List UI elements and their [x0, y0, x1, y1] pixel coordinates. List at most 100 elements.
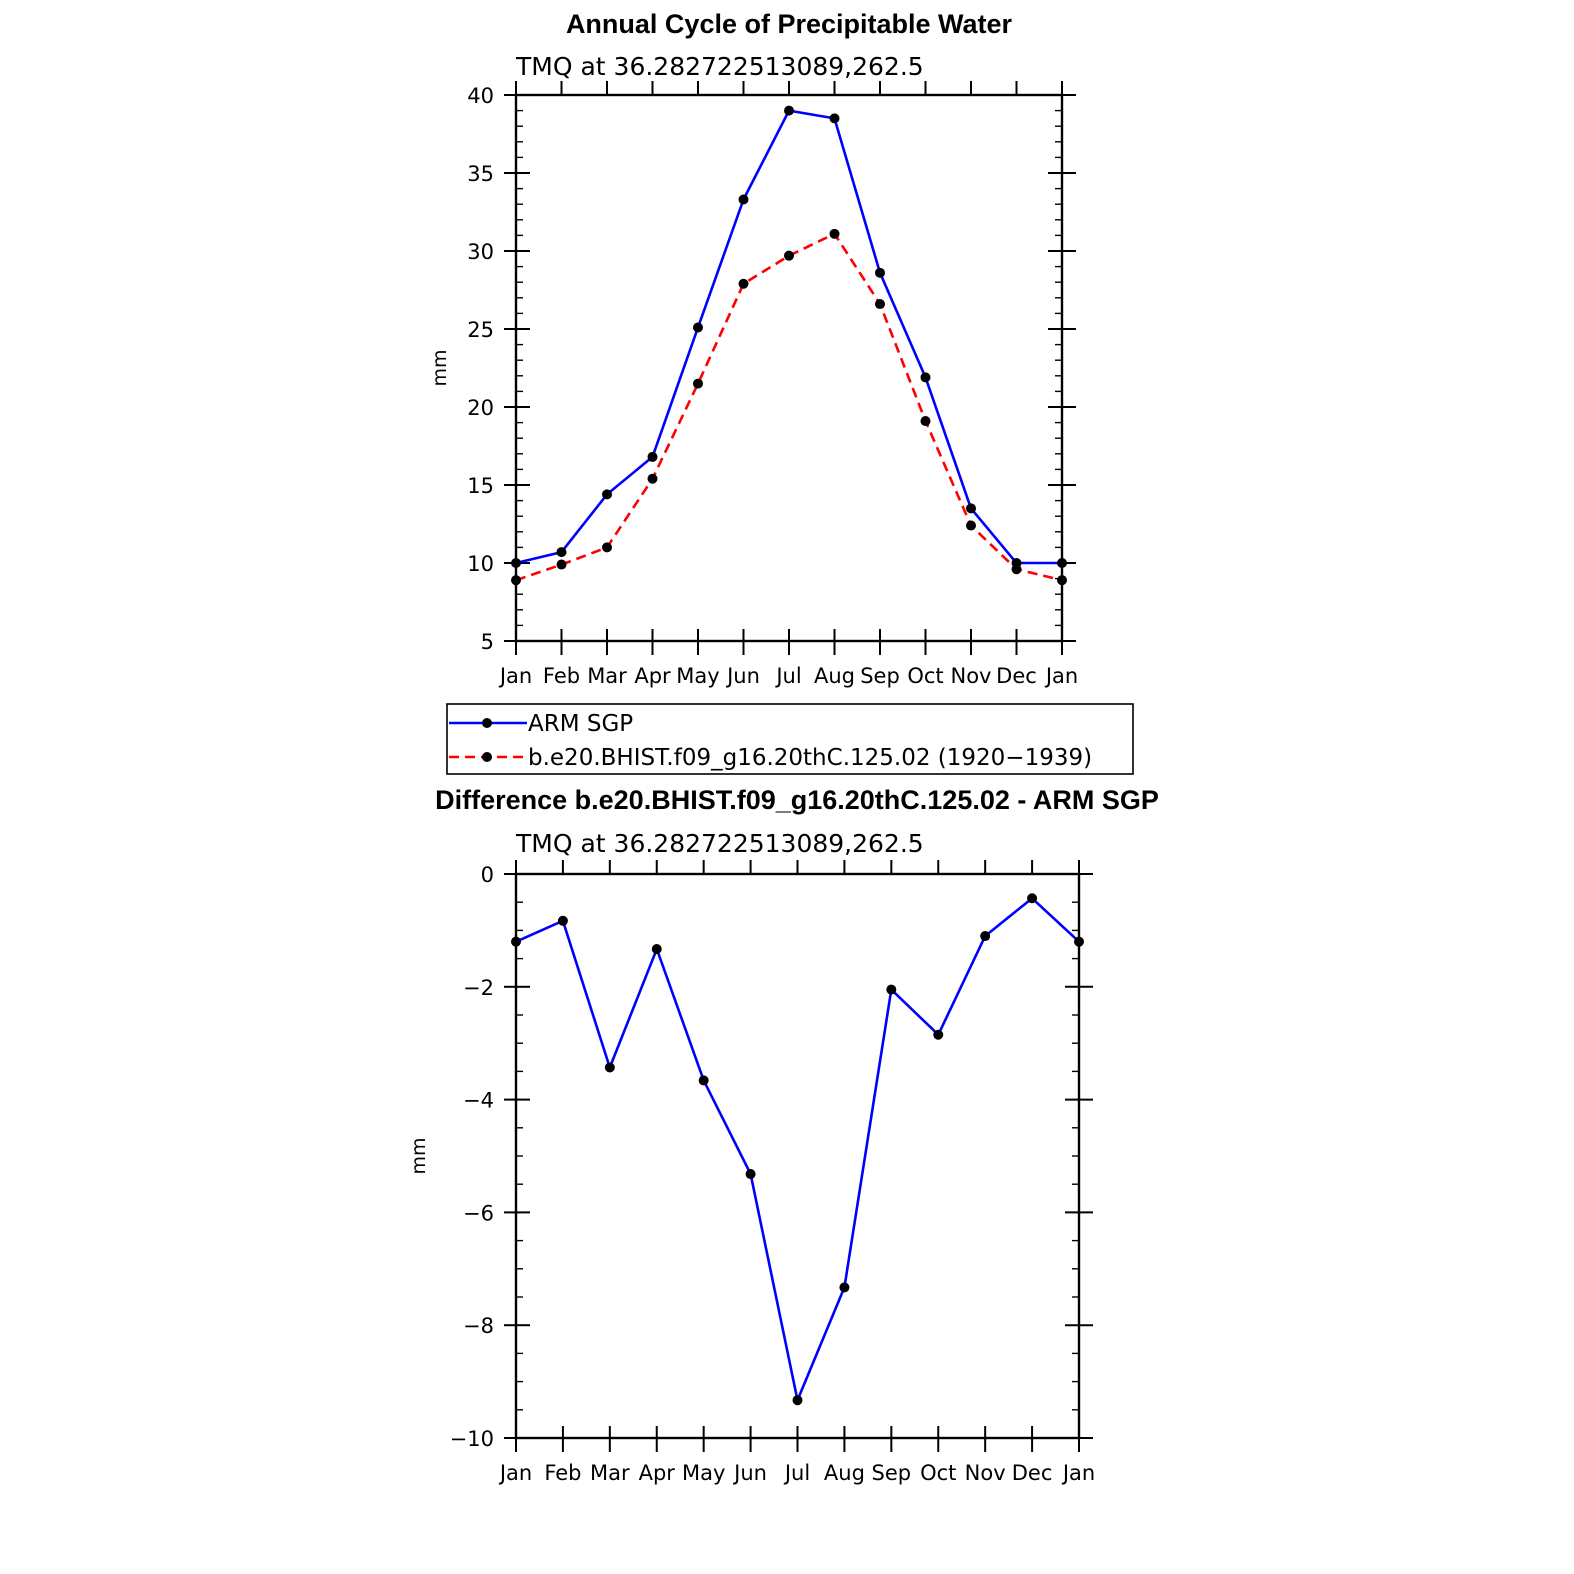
- data-point-0: [829, 113, 840, 124]
- chart-title: Annual Cycle of Precipitable Water: [566, 9, 1013, 39]
- x-tick-label: Jun: [725, 664, 760, 688]
- data-point-0: [886, 984, 897, 995]
- data-point-0: [1027, 893, 1038, 904]
- x-tick-label: Sep: [860, 664, 900, 688]
- chart-subtitle: TMQ at 36.282722513089,262.5: [515, 52, 924, 81]
- x-tick-label: Oct: [907, 664, 943, 688]
- data-point-0: [556, 547, 567, 558]
- y-tick-label: 30: [467, 240, 494, 264]
- data-point-0: [875, 267, 885, 278]
- data-point-1: [556, 559, 567, 570]
- y-tick-label: −2: [463, 976, 494, 1000]
- data-point-0: [511, 936, 521, 947]
- data-point-0: [698, 1075, 709, 1086]
- data-point-1: [920, 416, 931, 427]
- series-line-0: [515, 896, 1080, 1402]
- y-tick-label: −4: [463, 1089, 494, 1113]
- data-point-0: [647, 451, 658, 462]
- data-point-1: [511, 575, 521, 586]
- data-point-0: [784, 105, 794, 116]
- x-tick-label: Jul: [774, 664, 801, 688]
- x-tick-label: Nov: [951, 664, 992, 688]
- data-point-0: [511, 558, 521, 568]
- x-tick-label: Jan: [1061, 1461, 1095, 1485]
- data-point-0: [602, 489, 612, 500]
- data-point-0: [693, 322, 703, 333]
- chart-subtitle: TMQ at 36.282722513089,262.5: [515, 829, 924, 858]
- annual-cycle-panel: Annual Cycle of Precipitable Water TMQ a…: [429, 9, 1078, 688]
- data-point-0: [1057, 558, 1067, 568]
- y-tick-label: 0: [481, 863, 494, 887]
- series-group: [511, 105, 1067, 586]
- data-point-0: [933, 1029, 944, 1040]
- data-point-1: [966, 520, 976, 531]
- data-point-1: [829, 228, 840, 239]
- legend-marker-model: [482, 752, 492, 762]
- chart-title: Difference b.e20.BHIST.f09_g16.20thC.125…: [435, 785, 1159, 815]
- x-tick-label: Apr: [634, 664, 671, 688]
- y-tick-label: 20: [467, 396, 494, 420]
- x-tick-label: Mar: [590, 1461, 630, 1485]
- data-point-0: [745, 1169, 756, 1180]
- data-point-0: [1074, 936, 1084, 947]
- y-tick-label: 40: [467, 84, 494, 108]
- x-tick-label: Nov: [965, 1461, 1006, 1485]
- x-tick-label: Sep: [872, 1461, 912, 1485]
- x-tick-label: Apr: [639, 1461, 676, 1485]
- x-tick-label: Oct: [920, 1461, 956, 1485]
- y-tick-label: 10: [467, 552, 494, 576]
- data-point-1: [693, 378, 703, 389]
- data-point-0: [651, 944, 662, 955]
- y-axis-label: mm: [408, 1137, 430, 1174]
- y-tick-label: −8: [463, 1314, 494, 1338]
- data-point-1: [602, 542, 612, 553]
- legend-marker-arm-sgp: [482, 718, 492, 728]
- legend-box: [446, 703, 1134, 775]
- data-point-1: [784, 250, 794, 261]
- data-point-0: [966, 503, 976, 514]
- data-point-1: [1011, 564, 1022, 575]
- y-tick-label: 35: [467, 162, 494, 186]
- y-tick-label: 25: [467, 318, 494, 342]
- series-line-0: [515, 109, 1062, 565]
- x-tick-label: Feb: [544, 1461, 581, 1485]
- x-tick-label: Aug: [814, 664, 855, 688]
- y-tick-label: −6: [463, 1201, 494, 1225]
- x-tick-label: Dec: [1012, 1461, 1053, 1485]
- x-tick-label: Jun: [732, 1461, 767, 1485]
- axes: −10 −8 −6 −4 −2 0 Jan Feb Mar Apr May Jun Jul Aug Sep O…: [450, 860, 1095, 1485]
- y-tick-label: 5: [481, 630, 494, 654]
- x-tick-label: Aug: [824, 1461, 865, 1485]
- x-tick-label: Jul: [783, 1461, 810, 1485]
- difference-panel: Difference b.e20.BHIST.f09_g16.20thC.125…: [408, 785, 1159, 1485]
- plot-frame: [514, 93, 1064, 643]
- x-tick-label: Jan: [498, 664, 532, 688]
- data-point-0: [980, 931, 991, 942]
- x-tick-label: May: [682, 1461, 725, 1485]
- data-point-0: [792, 1395, 803, 1406]
- data-point-0: [604, 1062, 615, 1073]
- data-point-0: [557, 915, 568, 926]
- data-point-1: [647, 473, 658, 484]
- axes: 5 10 15 20 25 30 35 40 Jan Feb Mar Apr May Jun Jul Aug S…: [467, 81, 1078, 688]
- x-tick-label: Dec: [996, 664, 1037, 688]
- legend: ARM SGP b.e20.BHIST.f09_g16.20thC.125.02…: [446, 703, 1134, 775]
- x-tick-label: Mar: [587, 664, 627, 688]
- x-tick-label: May: [676, 664, 719, 688]
- x-tick-label: Feb: [543, 664, 580, 688]
- data-point-1: [875, 299, 885, 310]
- legend-label-arm-sgp: ARM SGP: [528, 711, 633, 737]
- plot-frame: [514, 872, 1081, 1440]
- y-tick-label: −10: [450, 1427, 494, 1451]
- y-tick-label: 15: [467, 474, 494, 498]
- series-group: [511, 893, 1084, 1406]
- data-point-0: [839, 1282, 850, 1293]
- data-point-1: [1057, 575, 1067, 586]
- series-line-1: [515, 232, 1063, 582]
- y-axis-label: mm: [429, 349, 451, 386]
- legend-label-model: b.e20.BHIST.f09_g16.20thC.125.02 (1920−1…: [528, 745, 1092, 771]
- data-point-0: [738, 194, 749, 205]
- data-point-0: [920, 372, 931, 383]
- data-point-1: [738, 278, 749, 289]
